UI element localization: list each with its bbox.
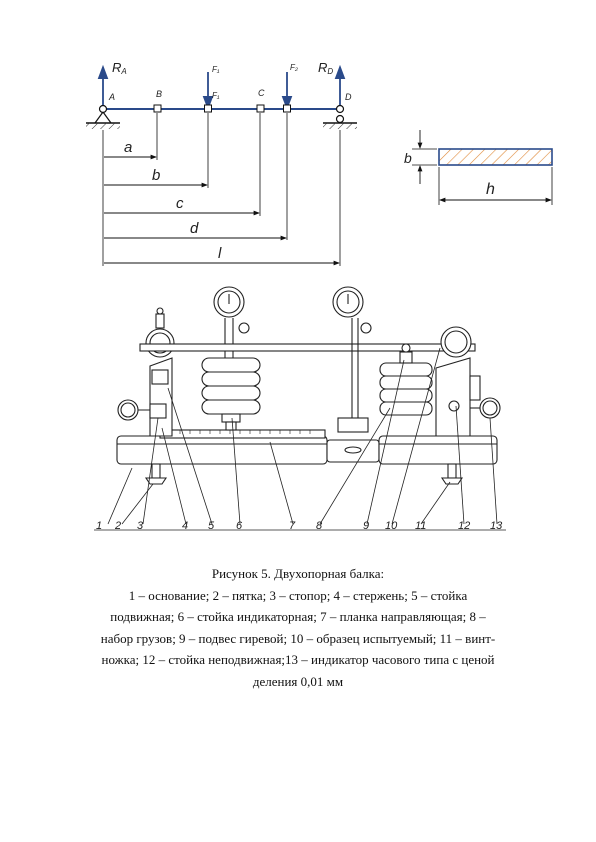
caption-line-1: 1 – основание; 2 – пятка; 3 – стопор; 4 …	[128, 587, 468, 603]
point-c-marker	[256, 104, 265, 113]
indicator-stand-left	[213, 286, 250, 414]
test-rig-drawing: 1 2 3 4 5 6 7 8 9 10 11 12 13	[94, 286, 506, 532]
part-number-7: 7	[289, 520, 296, 532]
foot-left	[144, 463, 168, 485]
caption-line-2: подвижная; 6 – стойка индикаторная; 7 – …	[110, 609, 486, 624]
part-number-5: 5	[208, 520, 215, 532]
weights-right	[379, 343, 433, 416]
label-ra: RA	[112, 60, 127, 76]
beam-scheme-diagram: RA RD F₁ F₂ F₁ A B C D a b c d l	[86, 60, 553, 266]
part-number-6: 6	[236, 520, 243, 532]
support-d	[323, 104, 357, 129]
indicator-right	[470, 397, 501, 419]
figure-caption: Рисунок 5. Двухопорная балка: 1 – основа…	[80, 563, 516, 692]
part-number-3: 3	[137, 520, 144, 532]
base	[116, 435, 498, 465]
dim-l-label: l	[218, 245, 222, 262]
part-number-4: 4	[182, 520, 188, 532]
part-number-8: 8	[316, 520, 323, 532]
extension-lines	[102, 113, 341, 266]
point-b-marker	[153, 104, 162, 113]
point-f2-marker	[283, 104, 291, 113]
dim-c-label: c	[176, 195, 184, 212]
label-f1-mid: F₁	[212, 91, 220, 100]
label-point-a: A	[108, 92, 115, 102]
dim-b-label: b	[152, 167, 160, 184]
part-number-13: 13	[490, 520, 503, 532]
dim-a-label: a	[124, 139, 132, 156]
part-number-10: 10	[385, 520, 398, 532]
caption-line-5: деления 0,01 мм	[252, 673, 344, 689]
part-number-11: 11	[415, 520, 426, 532]
guide-rail	[159, 429, 326, 439]
caption-line-3: набор грузов; 9 – подвес гиревой; 10 – о…	[100, 630, 496, 646]
caption-title: Рисунок 5. Двухопорная балка:	[211, 566, 385, 581]
section-b-label: b	[404, 150, 412, 166]
support-a	[86, 104, 120, 129]
dim-d-label: d	[190, 220, 199, 237]
part-number-9: 9	[363, 520, 369, 532]
label-rd: RD	[318, 60, 333, 76]
leader-lines	[94, 347, 506, 531]
point-f1-marker	[204, 104, 212, 113]
part-number-2: 2	[114, 520, 121, 532]
part-number-1: 1	[96, 520, 102, 532]
fixed-stand	[435, 326, 481, 437]
cross-section	[412, 130, 553, 205]
indicator-left	[117, 399, 167, 421]
weights-left	[201, 357, 261, 431]
label-f1-top: F₁	[212, 65, 220, 74]
part-number-12: 12	[458, 520, 470, 532]
label-point-d: D	[345, 92, 352, 102]
specimen-rod	[139, 343, 476, 352]
label-point-c: C	[258, 88, 265, 98]
caption-line-4: ножка; 12 – стойка неподвижная;13 – инди…	[101, 652, 495, 667]
label-f2-top: F₂	[290, 63, 298, 72]
foot-right	[440, 463, 464, 485]
section-h-label: h	[486, 181, 495, 198]
label-point-b: B	[156, 89, 162, 99]
indicator-stand-right	[332, 286, 372, 433]
